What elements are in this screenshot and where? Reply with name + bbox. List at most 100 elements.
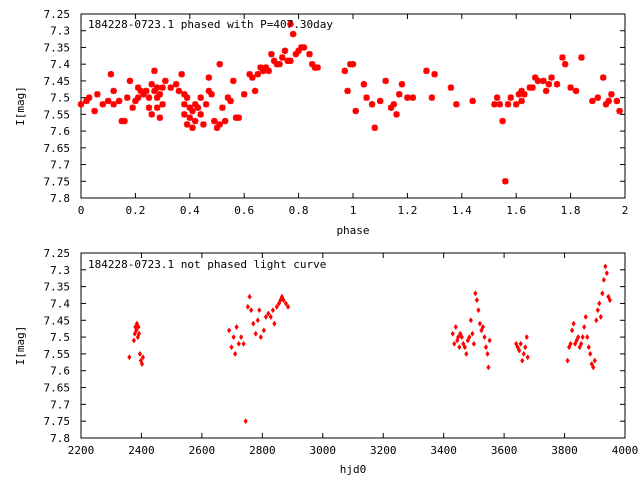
data-point [485, 350, 490, 357]
data-point [598, 313, 603, 320]
data-point [261, 327, 266, 334]
data-point [257, 64, 264, 71]
data-point [580, 334, 585, 341]
data-point [234, 323, 239, 331]
data-point [477, 320, 483, 327]
data-point [257, 307, 262, 314]
data-point [518, 87, 525, 95]
data-point [467, 334, 472, 341]
data-point [159, 101, 166, 108]
x-tick-label: 1 [350, 204, 357, 217]
data-point [423, 67, 430, 75]
data-point [462, 344, 467, 351]
data-point [360, 81, 368, 88]
data-point [597, 300, 602, 307]
y-tick-label: 7.75 [44, 175, 71, 188]
data-point [447, 84, 455, 91]
data-point [229, 344, 234, 351]
data-point [476, 307, 481, 314]
data-point [251, 87, 259, 95]
data-point [216, 60, 223, 68]
data-point [208, 91, 215, 98]
data-point [99, 101, 106, 108]
y-tick-label: 7.4 [50, 58, 70, 71]
data-point [272, 320, 277, 327]
data-point [285, 303, 291, 310]
data-point [162, 77, 169, 85]
data-point [292, 50, 300, 58]
data-point [518, 340, 523, 347]
x-axis-ticks: 0 0.2 0.4 0.6 0.8 1 1.2 1.4 1.6 1.8 2 [78, 14, 629, 217]
data-point [143, 87, 150, 95]
data-point [183, 121, 191, 128]
data-point [579, 340, 584, 347]
data-point [126, 77, 134, 85]
data-point [181, 91, 188, 98]
data-point [300, 44, 308, 51]
y-tick-label: 7.5 [50, 92, 70, 105]
x-tick-label: 3800 [551, 444, 578, 457]
y-tick-label: 7.55 [44, 108, 71, 121]
data-point [262, 64, 270, 71]
data-point [192, 101, 199, 108]
data-point [230, 77, 237, 85]
data-point [569, 327, 575, 334]
data-point [255, 317, 260, 324]
data-point [148, 81, 155, 88]
data-point [192, 117, 199, 125]
x-tick-label: 1.4 [452, 204, 472, 217]
data-point [186, 104, 193, 111]
data-point [233, 350, 238, 357]
data-point [137, 350, 143, 357]
y-tick-label: 7.25 [44, 8, 71, 21]
data-point [583, 313, 588, 320]
data-point [216, 121, 223, 128]
data-point [156, 91, 164, 98]
data-point [121, 117, 128, 125]
y-tick-label: 7.75 [44, 415, 71, 428]
x-tick-label: 3000 [310, 444, 337, 457]
data-point [236, 340, 241, 347]
data-point [517, 347, 522, 354]
data-point [499, 117, 506, 125]
data-point [486, 364, 491, 371]
data-point [274, 303, 279, 310]
x-tick-label: 2800 [249, 444, 276, 457]
data-point [482, 334, 487, 341]
data-point [247, 293, 252, 300]
data-point [341, 67, 349, 75]
data-point [471, 340, 477, 347]
data-point [487, 337, 492, 344]
data-point [151, 67, 158, 75]
y-tick-label: 7.8 [50, 432, 70, 445]
data-point [127, 354, 132, 361]
data-point [197, 94, 204, 101]
data-point [263, 313, 269, 320]
data-point [159, 84, 166, 91]
data-point [521, 91, 528, 98]
data-point [140, 91, 147, 98]
data-point [521, 350, 526, 357]
data-point [474, 297, 480, 304]
data-point [145, 94, 153, 101]
data-point [613, 97, 621, 105]
data-points [127, 263, 613, 425]
data-point [568, 340, 573, 347]
data-point [224, 94, 232, 101]
data-point [189, 107, 196, 115]
x-tick-label: 2 [622, 204, 629, 217]
data-point [151, 87, 158, 95]
y-axis-ticks: 7.25 7.3 7.35 7.4 7.45 7.5 7.55 7.6 7.65 7.7 7.75 7… [44, 8, 625, 205]
data-point [129, 104, 136, 111]
data-point [578, 54, 585, 61]
data-point [582, 323, 587, 331]
data-point [251, 320, 256, 327]
data-point [459, 334, 464, 341]
data-point [268, 313, 273, 320]
data-point [450, 330, 455, 337]
x-tick-label: 0 [78, 204, 85, 217]
chart-title: 184228-0723.1 phased with P=407.30day [88, 18, 333, 31]
y-axis-label: I[mag] [14, 86, 27, 126]
data-point [464, 350, 469, 357]
data-point [608, 91, 615, 98]
